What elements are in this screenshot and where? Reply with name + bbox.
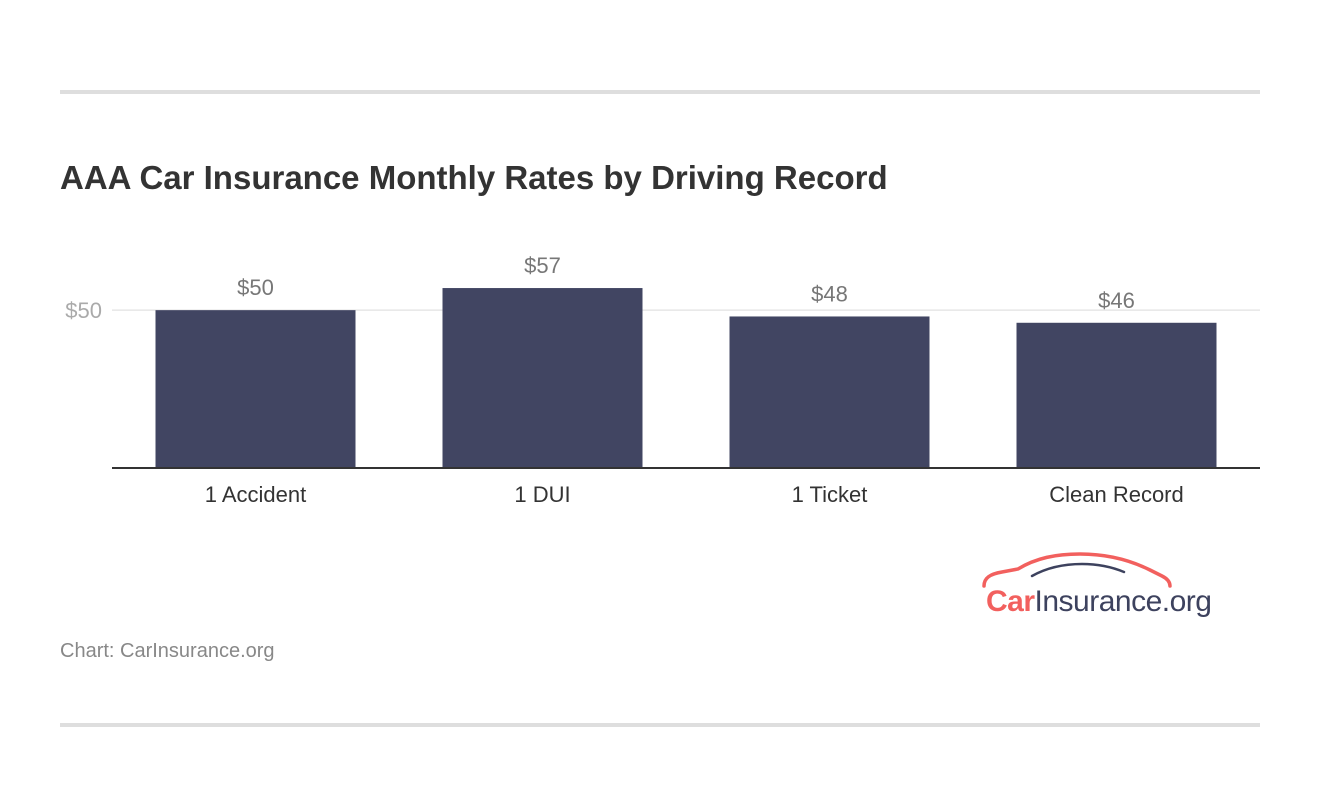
- bar: [1016, 322, 1217, 468]
- bar: [729, 316, 930, 468]
- bar-value-label: $50: [237, 275, 274, 300]
- bar-value-label: $57: [524, 253, 561, 278]
- y-axis-labels: $50: [65, 298, 102, 323]
- bar-value-label: $48: [811, 281, 848, 306]
- value-labels: $50 $57 $48 $46: [237, 253, 1135, 313]
- top-divider: [60, 90, 1260, 94]
- category-label: 1 DUI: [514, 482, 570, 507]
- bottom-divider: [60, 723, 1260, 727]
- chart-source: Chart: CarInsurance.org: [60, 640, 275, 662]
- carinsurance-logo: CarInsurance.org: [978, 552, 1226, 624]
- bar: [155, 310, 356, 468]
- category-label: Clean Record: [1049, 482, 1184, 507]
- category-label: 1 Ticket: [792, 482, 868, 507]
- logo-wordmark: CarInsurance.org: [986, 585, 1212, 618]
- bar-value-label: $46: [1098, 288, 1135, 313]
- y-tick-label: $50: [65, 298, 102, 323]
- category-label: 1 Accident: [205, 482, 307, 507]
- bars: [155, 288, 1217, 468]
- x-axis-labels: 1 Accident 1 DUI 1 Ticket Clean Record: [205, 482, 1184, 507]
- bar: [442, 288, 643, 468]
- chart-title: AAA Car Insurance Monthly Rates by Drivi…: [60, 159, 888, 196]
- car-silhouette-icon: [982, 552, 1172, 588]
